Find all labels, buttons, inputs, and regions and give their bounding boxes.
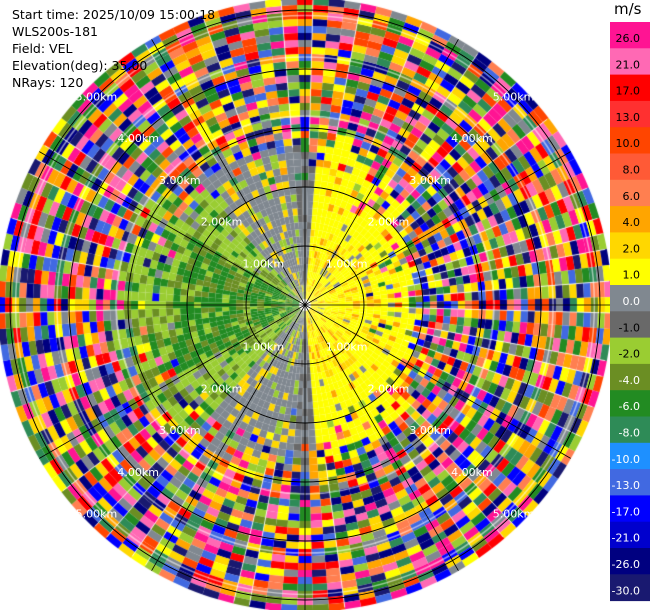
range-ring-label: 1.00km (326, 257, 368, 270)
colorbar-segment (610, 74, 650, 102)
colorbar-tick-label: -6.0 (619, 400, 640, 413)
colorbar-tick-label: -30.0 (612, 584, 640, 597)
elevation-label: Elevation(deg): 35.00 (12, 58, 148, 73)
colorbar-tick-label: -8.0 (619, 427, 640, 440)
range-ring-label: 4.00km (117, 466, 159, 479)
range-ring-label: 4.00km (451, 132, 493, 145)
colorbar-segment (610, 258, 650, 286)
range-rings-overlay: 1.00km 1.00km 1.00km 1.00km 2.00km 2.00km 2.00… (0, 0, 610, 610)
colorbar-tick-label: -21.0 (612, 532, 640, 545)
start-time-label: Start time: 2025/10/09 15:00:18 (12, 7, 216, 22)
colorbar-segment (610, 442, 650, 470)
colorbar-segment (610, 48, 650, 76)
colorbar-tick-label: -13.0 (612, 479, 640, 492)
instrument-label: WLS200s-181 (12, 24, 98, 39)
field-label: Field: VEL (12, 41, 73, 56)
range-ring-label: 3.00km (409, 424, 451, 437)
colorbar-segment (610, 363, 650, 391)
colorbar-tick-label: 26.0 (616, 32, 641, 45)
nrays-label: NRays: 120 (12, 75, 84, 90)
range-ring-label: 1.00km (242, 257, 284, 270)
colorbar-segment (610, 285, 650, 312)
range-ring-label: 3.00km (409, 174, 451, 187)
range-ring-label: 2.00km (201, 382, 243, 395)
colorbar-tick-label: -4.0 (619, 374, 640, 387)
range-ring-label: 4.00km (117, 132, 159, 145)
colorbar-tick-label: -26.0 (612, 558, 640, 571)
colorbar-tick-label: -10.0 (612, 453, 640, 466)
colorbar-segment (610, 311, 650, 339)
colorbar-tick-label: 21.0 (616, 58, 641, 71)
range-ring-label: 5.00km (493, 90, 535, 103)
range-ring-label: 1.00km (326, 341, 368, 354)
colorbar-tick-label: 4.0 (623, 216, 641, 229)
colorbar-tick-label: 17.0 (616, 85, 641, 98)
colorbar-segment (610, 206, 650, 233)
colorbar-segment (610, 179, 650, 207)
range-ring-label: 2.00km (368, 216, 410, 229)
colorbar-tick-label: -2.0 (619, 348, 640, 361)
range-ring-label: 5.00km (76, 90, 118, 103)
colorbar: 26.0 21.0 17.0 13.0 10.0 8.0 6.0 4.0 2.0 1.0 0.0 -1… (610, 22, 650, 602)
range-ring-label: 4.00km (451, 466, 493, 479)
colorbar-segment (610, 390, 650, 417)
colorbar-tick-label: 13.0 (616, 111, 641, 124)
azimuth-line (39, 151, 571, 459)
colorbar-tick-label: 10.0 (616, 137, 641, 150)
range-ring-label: 5.00km (493, 508, 535, 521)
colorbar-segment (610, 495, 650, 523)
range-ring-label: 3.00km (159, 424, 201, 437)
colorbar-tick-label: -1.0 (619, 321, 640, 334)
colorbar-segment (610, 337, 650, 365)
colorbar-tick-label: 1.0 (623, 269, 641, 282)
range-ring-label: 3.00km (159, 174, 201, 187)
colorbar-segment (610, 416, 650, 444)
range-ring-label: 5.00km (76, 508, 118, 521)
colorbar-segment (610, 469, 650, 496)
colorbar-tick-label: 6.0 (623, 190, 641, 203)
colorbar-segment (610, 127, 650, 154)
range-ring-label: 1.00km (242, 341, 284, 354)
colorbar-tick-label: 0.0 (623, 295, 641, 308)
colorbar-tick-label: -17.0 (612, 505, 640, 518)
colorbar-segment (610, 521, 650, 549)
colorbar-segment (610, 22, 650, 49)
colorbar-segment (610, 153, 650, 181)
colorbar-tick-label: 2.0 (623, 242, 641, 255)
colorbar-segment (610, 548, 650, 575)
range-ring-label: 2.00km (368, 382, 410, 395)
colorbar-segment (610, 100, 650, 128)
colorbar-segment (610, 574, 650, 602)
colorbar-tick-label: 8.0 (623, 164, 641, 177)
range-ring-label: 2.00km (201, 216, 243, 229)
plot-info: Start time: 2025/10/09 15:00:18 WLS200s-… (12, 6, 215, 91)
colorbar-segment (610, 232, 650, 260)
colorbar-unit-label: m/s (614, 0, 642, 18)
